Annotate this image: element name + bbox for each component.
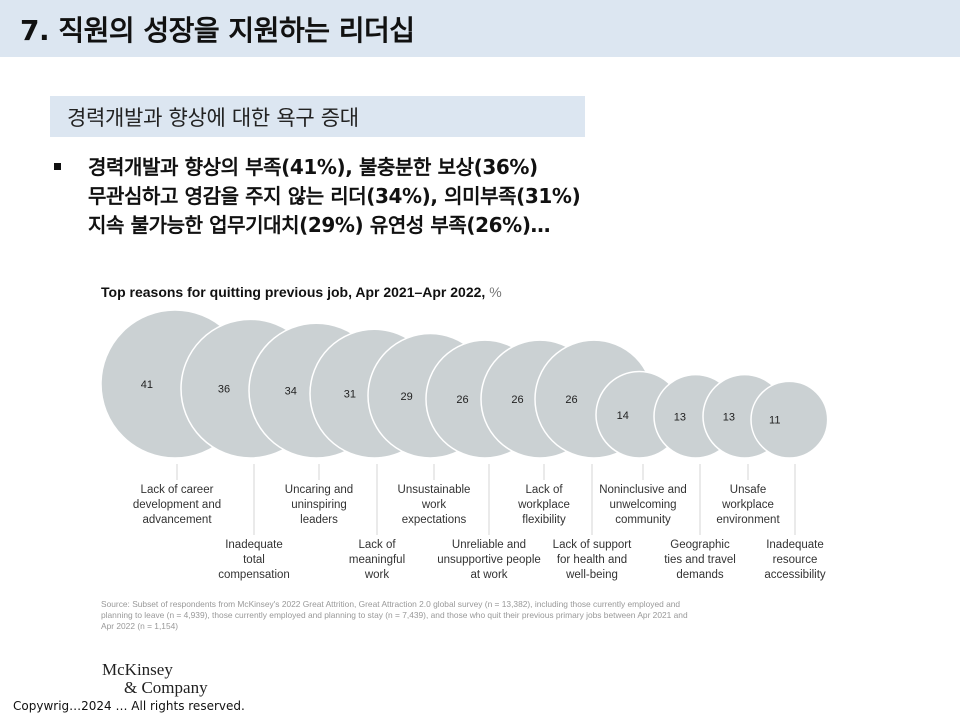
category-label: Unreliable and unsupportive people at work <box>437 539 541 581</box>
bubble <box>750 380 829 459</box>
bullet-square-icon <box>54 163 61 170</box>
bubble-value: 13 <box>723 411 735 423</box>
source-line: Source: Subset of respondents from McKin… <box>101 599 681 609</box>
chart-unit: % <box>489 284 502 300</box>
bullet-line: 지속 불가능한 업무기대치(29%) 유연성 부족(26%)… <box>88 213 551 237</box>
chart-title-text: Top reasons for quitting previous job, A… <box>101 284 486 300</box>
subtitle-box: 경력개발과 향상에 대한 욕구 증대 <box>50 96 585 137</box>
category-label: Inadequate resource accessibility <box>764 539 826 581</box>
category-label: Lack of support for health and well-being <box>552 539 632 581</box>
category-label: Lack of career development and advancement <box>132 484 222 526</box>
bubble-value: 34 <box>285 386 297 398</box>
mckinsey-logo: McKinsey & Company <box>102 661 208 697</box>
bullet-text: 경력개발과 향상의 부족(41%), 불충분한 보상(36%) 무관심하고 영감… <box>88 153 581 240</box>
page-title: 7. 직원의 성장을 지원하는 리더십 <box>20 14 415 47</box>
category-label: Lack of workplace flexibility <box>518 484 570 526</box>
bubble-value: 26 <box>456 394 468 406</box>
bullet-line: 경력개발과 향상의 부족(41%), 불충분한 보상(36%) <box>88 155 538 179</box>
bubble-value: 13 <box>674 411 686 423</box>
copyright-text: Copywrig…2024 … All rights reserved. <box>13 699 245 713</box>
bubble-value: 31 <box>344 389 356 401</box>
category-label: Unsustainable work expectations <box>397 484 471 526</box>
bubble-value: 36 <box>218 384 230 396</box>
category-label: Unsafe workplace environment <box>716 484 780 526</box>
bubble-value: 26 <box>511 394 523 406</box>
bubble-value: 29 <box>400 391 412 403</box>
source-line: planning to leave (n = 4,939), those cur… <box>101 610 688 620</box>
category-label: Geographic ties and travel demands <box>664 539 736 581</box>
category-label: Inadequate total compensation <box>218 539 290 581</box>
category-label: Uncaring and uninspiring leaders <box>284 484 354 526</box>
bubble-value: 41 <box>141 379 153 391</box>
logo-line-1: McKinsey <box>102 660 173 679</box>
source-line: Apr 2022 (n = 1,154) <box>101 621 179 631</box>
category-label: Lack of meaningful work <box>348 539 406 581</box>
header-band <box>0 0 960 57</box>
bubble-value: 26 <box>565 394 577 406</box>
chart-title: Top reasons for quitting previous job, A… <box>101 284 502 300</box>
bubble-value: 14 <box>617 410 629 422</box>
category-label: Noninclusive and unwelcoming community <box>599 484 687 526</box>
chart-source: Source: Subset of respondents from McKin… <box>101 599 841 632</box>
bubble-value: 11 <box>769 415 780 427</box>
logo-line-2: & Company <box>124 678 208 697</box>
subtitle-text: 경력개발과 향상에 대한 욕구 증대 <box>67 106 359 130</box>
bullet-line: 무관심하고 영감을 주지 않는 리더(34%), 의미부족(31%) <box>88 184 581 208</box>
